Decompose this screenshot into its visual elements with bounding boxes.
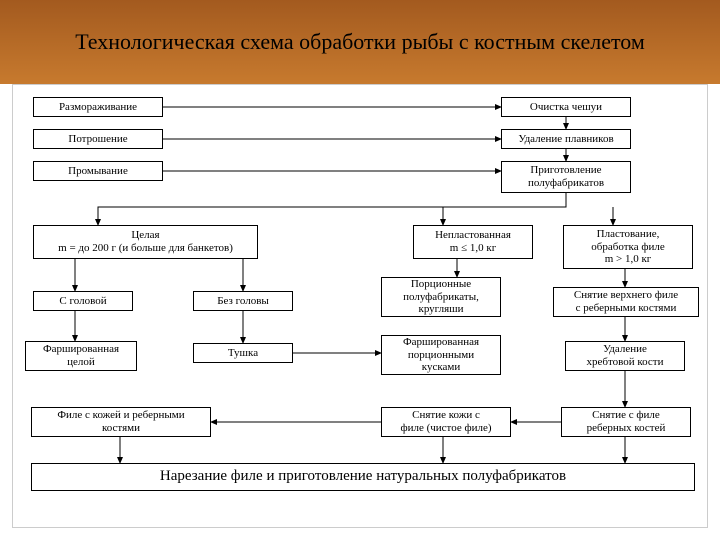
flowchart-node: Нарезание филе и приготовление натуральн… [31,463,695,491]
flowchart-node: Удаление хребтовой кости [565,341,685,371]
flowchart-node: Промывание [33,161,163,181]
flowchart-node: Целая m = до 200 г (и больше для банкето… [33,225,258,259]
flowchart-node: Потрошение [33,129,163,149]
slide-title: Технологическая схема обработки рыбы с к… [75,29,645,55]
slide-header: Технологическая схема обработки рыбы с к… [0,0,720,84]
flowchart-node: Снятие верхнего филе с реберными костями [553,287,699,317]
flowchart-node: Приготовление полуфабрикатов [501,161,631,193]
flowchart-node: Порционные полуфабрикаты, кругляши [381,277,501,317]
flowchart-node: Тушка [193,343,293,363]
flowchart-node: Размораживание [33,97,163,117]
flowchart-node: Фаршированная порционными кусками [381,335,501,375]
flowchart-node: Непластованная m ≤ 1,0 кг [413,225,533,259]
flowchart-node: С головой [33,291,133,311]
flowchart-node: Удаление плавников [501,129,631,149]
flowchart-node: Пластование, обработка филе m > 1,0 кг [563,225,693,269]
flowchart-node: Снятие кожи с филе (чистое филе) [381,407,511,437]
flowchart-node: Фаршированная целой [25,341,137,371]
flowchart-node: Снятие с филе реберных костей [561,407,691,437]
flowchart-diagram: Размораживание Потрошение Промывание Очистк… [12,84,708,528]
flowchart-node: Очистка чешуи [501,97,631,117]
flowchart-node: Филе с кожей и реберными костями [31,407,211,437]
flowchart-node: Без головы [193,291,293,311]
